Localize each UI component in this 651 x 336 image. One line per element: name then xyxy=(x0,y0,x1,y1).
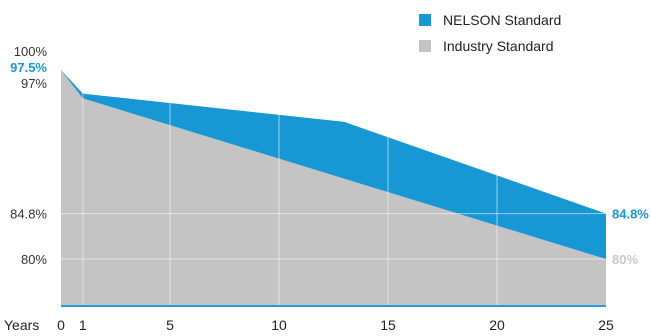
legend-swatch xyxy=(419,14,431,26)
area-industry-standard xyxy=(61,69,606,306)
end-label: 84.8% xyxy=(612,207,649,222)
x-tick-label: 0 xyxy=(57,317,65,333)
legend-item: Industry Standard xyxy=(419,38,554,54)
area-series xyxy=(61,69,606,306)
y-label: 84.8% xyxy=(10,207,47,222)
legend-label: Industry Standard xyxy=(443,38,554,54)
legend-label: NELSON Standard xyxy=(443,12,561,28)
x-tick-label: 1 xyxy=(79,317,87,333)
x-tick-label: 20 xyxy=(489,317,505,333)
x-tick-label: 10 xyxy=(271,317,287,333)
end-label: 80% xyxy=(612,252,638,267)
legend-item: NELSON Standard xyxy=(419,12,561,28)
x-axis-ticks: Years 0 1 5 10 15 20 25 xyxy=(4,317,614,333)
end-value-labels: 84.8% 80% xyxy=(612,207,649,267)
y-label: 97% xyxy=(21,76,47,91)
x-tick-label: 25 xyxy=(598,317,614,333)
y-label: 100% xyxy=(14,44,48,59)
x-tick-label: 15 xyxy=(380,317,396,333)
grid-overlay xyxy=(61,69,606,306)
x-axis-title: Years xyxy=(4,317,39,333)
legend-swatch xyxy=(419,40,431,52)
legend: NELSON Standard Industry Standard xyxy=(419,12,561,54)
y-label: 80% xyxy=(21,252,47,267)
y-label: 97.5% xyxy=(10,60,47,75)
y-axis-labels: 100%97.5%97% 84.8% 80% xyxy=(10,44,47,267)
x-tick-label: 5 xyxy=(166,317,174,333)
